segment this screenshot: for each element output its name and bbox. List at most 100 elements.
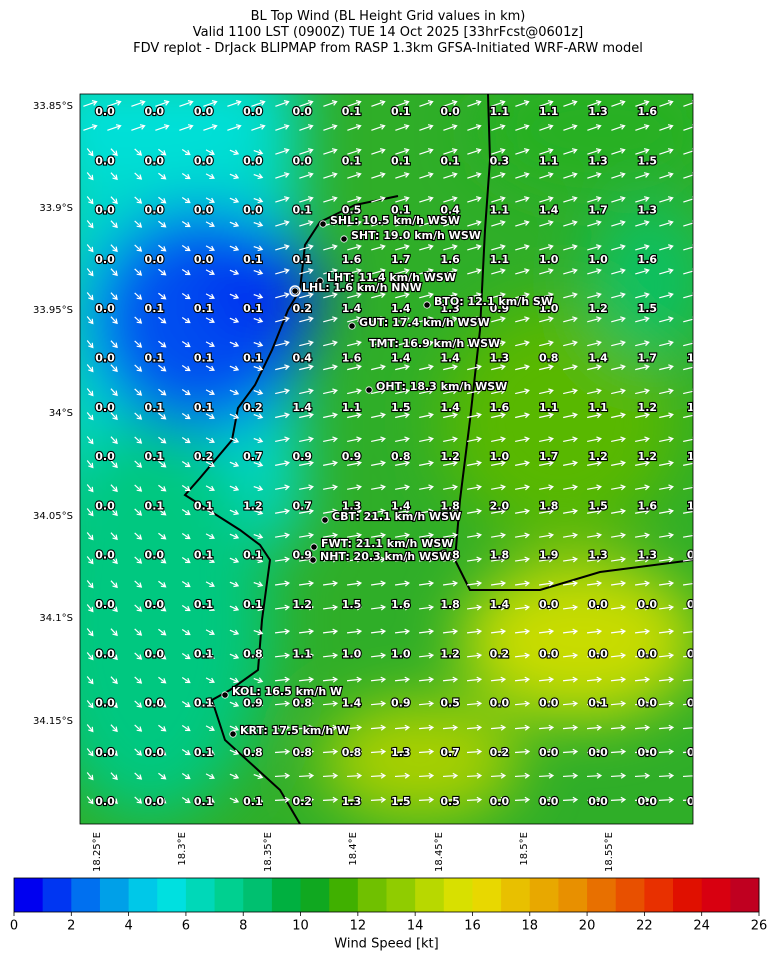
grid-value: 0.2	[490, 647, 510, 660]
wind-arrow	[514, 604, 531, 611]
wind-arrow	[205, 653, 215, 660]
wind-arrow	[347, 244, 362, 251]
grid-value: 0.0	[95, 647, 115, 660]
grid-value: 1.6	[342, 253, 362, 266]
wind-arrow	[659, 340, 674, 347]
wind-arrow	[205, 173, 215, 180]
wind-arrow	[181, 365, 191, 372]
grid-value: 0.8	[539, 352, 559, 365]
wind-arrow	[443, 124, 458, 131]
wind-arrow	[299, 340, 314, 347]
grid-value: 0.0	[539, 697, 559, 710]
wind-arrow	[134, 724, 143, 732]
wind-arrow	[539, 364, 554, 371]
grid-value: 0.0	[95, 105, 115, 118]
wind-arrow	[86, 340, 94, 349]
wind-arrow	[539, 484, 554, 491]
wind-arrow	[682, 628, 693, 634]
grid-value: 1.3	[440, 302, 460, 315]
wind-arrow	[682, 652, 693, 658]
wind-arrow	[515, 196, 530, 203]
wind-arrow	[134, 436, 143, 444]
wind-arrow	[253, 341, 264, 348]
wind-arrow	[205, 725, 215, 732]
wind-arrow	[371, 508, 387, 515]
station-dot	[365, 386, 373, 394]
wind-arrow	[562, 700, 579, 707]
wind-arrow	[539, 172, 554, 179]
wind-arrow	[539, 148, 554, 155]
wind-arrow	[205, 197, 215, 204]
grid-value: 0.0	[145, 253, 165, 266]
wind-arrow	[274, 724, 291, 731]
wind-arrow	[275, 460, 290, 467]
colorbar-bin	[243, 878, 273, 912]
colorbar-tick-label: 18	[521, 919, 538, 934]
wind-arrow	[253, 413, 264, 420]
grid-value: 0.8	[243, 647, 263, 660]
station-dot	[340, 235, 348, 243]
wind-arrow	[323, 436, 338, 443]
wind-arrow	[251, 124, 266, 131]
wind-arrow	[682, 676, 693, 682]
grid-value: 0.9	[292, 450, 312, 463]
grid-value: 1.6	[490, 401, 510, 414]
wind-arrow	[371, 172, 386, 179]
wind-arrow	[323, 316, 338, 323]
wind-arrow	[322, 676, 339, 683]
wind-arrow	[395, 196, 410, 203]
wind-arrow	[229, 797, 240, 804]
wind-arrow	[418, 748, 435, 755]
wind-arrow	[491, 244, 506, 251]
grid-value: 0.0	[687, 598, 707, 611]
wind-arrow	[587, 508, 603, 515]
wind-arrow	[394, 748, 411, 755]
wind-arrow	[610, 604, 627, 611]
grid-value: 0.0	[194, 253, 214, 266]
wind-arrow	[229, 749, 240, 756]
grid-value: 0.0	[95, 401, 115, 414]
wind-arrow	[229, 173, 240, 180]
wind-arrow	[419, 172, 434, 179]
wind-arrow	[181, 725, 191, 732]
grid-value: 0.9	[292, 549, 312, 562]
wind-arrow	[86, 508, 94, 517]
grid-value: 1.7	[638, 352, 658, 365]
grid-value: 0.1	[391, 154, 411, 167]
wind-arrow	[107, 100, 122, 107]
wind-arrow	[683, 412, 693, 419]
grid-value: 0.0	[638, 598, 658, 611]
wind-arrow	[586, 532, 603, 539]
wind-arrow	[86, 724, 94, 733]
wind-arrow	[322, 532, 339, 539]
wind-arrow	[134, 484, 143, 492]
wind-arrow	[323, 268, 338, 275]
wind-arrow	[515, 484, 530, 491]
wind-arrow	[442, 532, 459, 539]
wind-arrow	[395, 412, 410, 419]
wind-arrow	[467, 172, 482, 179]
wind-arrow	[611, 484, 626, 491]
lon-label: 18.55°E	[604, 832, 615, 872]
wind-arrow	[466, 676, 483, 683]
wind-arrow	[491, 340, 506, 347]
wind-arrow	[683, 100, 693, 107]
wind-arrow	[229, 653, 240, 660]
wind-arrow	[586, 724, 603, 731]
wind-arrow	[205, 221, 215, 228]
grid-value: 1.2	[588, 450, 608, 463]
wind-arrow	[131, 124, 146, 131]
wind-arrow	[110, 676, 118, 685]
wind-arrow	[491, 196, 506, 203]
wind-arrow	[110, 628, 118, 637]
wind-arrow	[635, 268, 650, 275]
wind-arrow	[539, 100, 554, 107]
wind-arrow	[491, 436, 506, 443]
wind-arrow	[587, 148, 602, 155]
wind-arrow	[370, 700, 387, 707]
wind-arrow	[562, 796, 579, 803]
wind-arrow	[491, 364, 506, 371]
wind-arrow	[275, 412, 290, 419]
wind-arrow	[394, 580, 411, 587]
wind-arrow	[490, 580, 507, 587]
